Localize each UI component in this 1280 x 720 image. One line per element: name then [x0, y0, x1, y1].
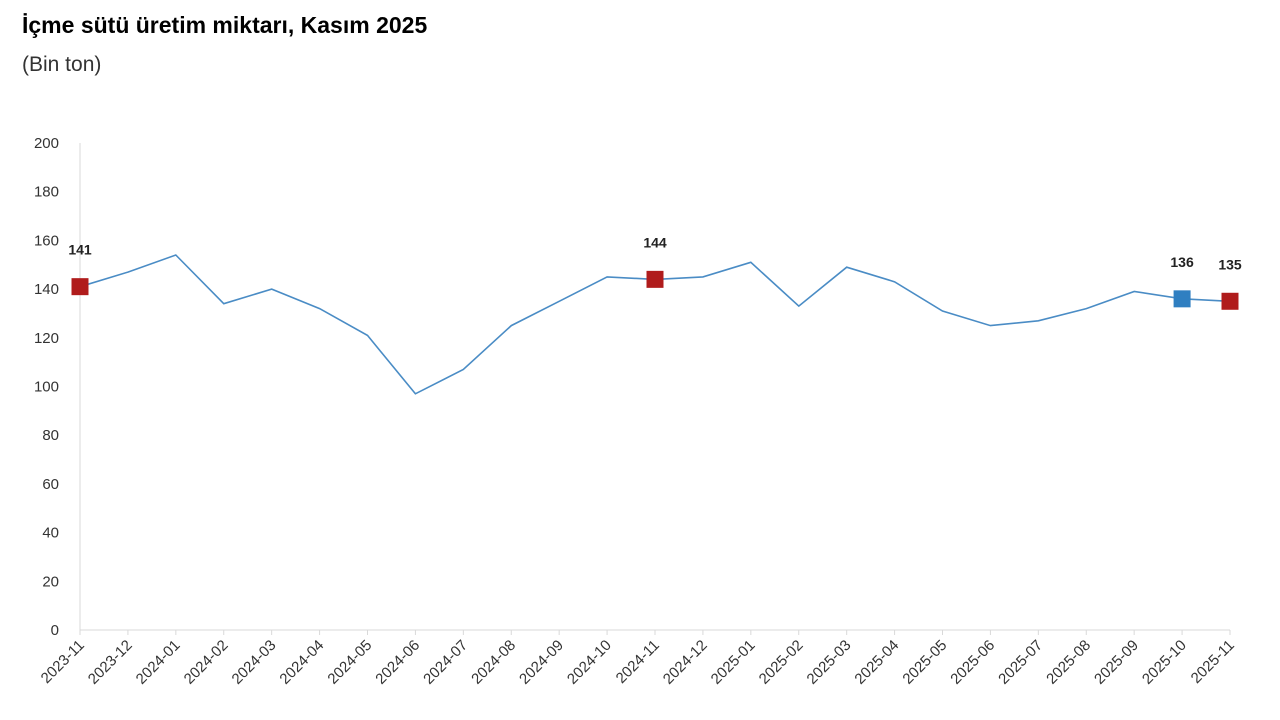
x-tick-label: 2025-11: [1188, 637, 1238, 687]
chart-title: İçme sütü üretim miktarı, Kasım 2025: [22, 12, 428, 38]
x-tick-label: 2025-08: [1043, 637, 1094, 688]
x-tick-label: 2023-12: [85, 637, 136, 688]
data-label: 141: [68, 242, 92, 258]
x-tick-label: 2025-05: [899, 637, 950, 688]
y-tick-label: 40: [42, 525, 59, 542]
y-tick-label: 160: [34, 232, 59, 249]
x-tick-label: 2024-12: [660, 637, 711, 688]
x-tick-label: 2025-02: [756, 637, 807, 688]
data-label: 144: [643, 234, 667, 250]
y-tick-label: 200: [34, 135, 59, 152]
data-label: 135: [1218, 256, 1242, 272]
x-tick-label: 2025-04: [851, 637, 902, 688]
x-tick-label: 2025-06: [947, 637, 998, 688]
y-tick-label: 20: [42, 573, 59, 590]
y-tick-label: 0: [51, 622, 59, 639]
x-tick-label: 2024-05: [324, 637, 375, 688]
x-tick-label: 2023-11: [38, 637, 88, 687]
x-tick-label: 2025-07: [995, 637, 1046, 688]
x-tick-label: 2025-03: [804, 637, 855, 688]
data-marker: [646, 270, 664, 288]
y-tick-label: 100: [34, 379, 59, 396]
x-tick-label: 2025-09: [1091, 637, 1142, 688]
x-tick-label: 2024-09: [516, 637, 567, 688]
chart-subtitle: (Bin ton): [22, 53, 102, 76]
y-tick-label: 180: [34, 184, 59, 201]
data-marker: [1173, 290, 1191, 308]
x-tick-label: 2024-11: [613, 637, 663, 687]
y-tick-label: 60: [42, 476, 59, 493]
y-tick-label: 120: [34, 330, 59, 347]
data-marker: [71, 278, 89, 296]
data-label: 136: [1170, 254, 1194, 270]
x-tick-label: 2025-01: [708, 637, 759, 688]
x-tick-label: 2025-10: [1139, 637, 1190, 688]
data-marker: [1221, 292, 1239, 310]
x-tick-label: 2024-03: [229, 637, 280, 688]
x-tick-label: 2024-10: [564, 637, 615, 688]
y-tick-label: 140: [34, 281, 59, 298]
y-tick-label: 80: [42, 427, 59, 444]
x-tick-label: 2024-06: [372, 637, 423, 688]
x-tick-label: 2024-02: [181, 637, 232, 688]
x-tick-label: 2024-01: [133, 637, 184, 688]
x-tick-label: 2024-07: [420, 637, 471, 688]
x-tick-label: 2024-08: [468, 637, 519, 688]
x-tick-label: 2024-04: [276, 637, 327, 688]
